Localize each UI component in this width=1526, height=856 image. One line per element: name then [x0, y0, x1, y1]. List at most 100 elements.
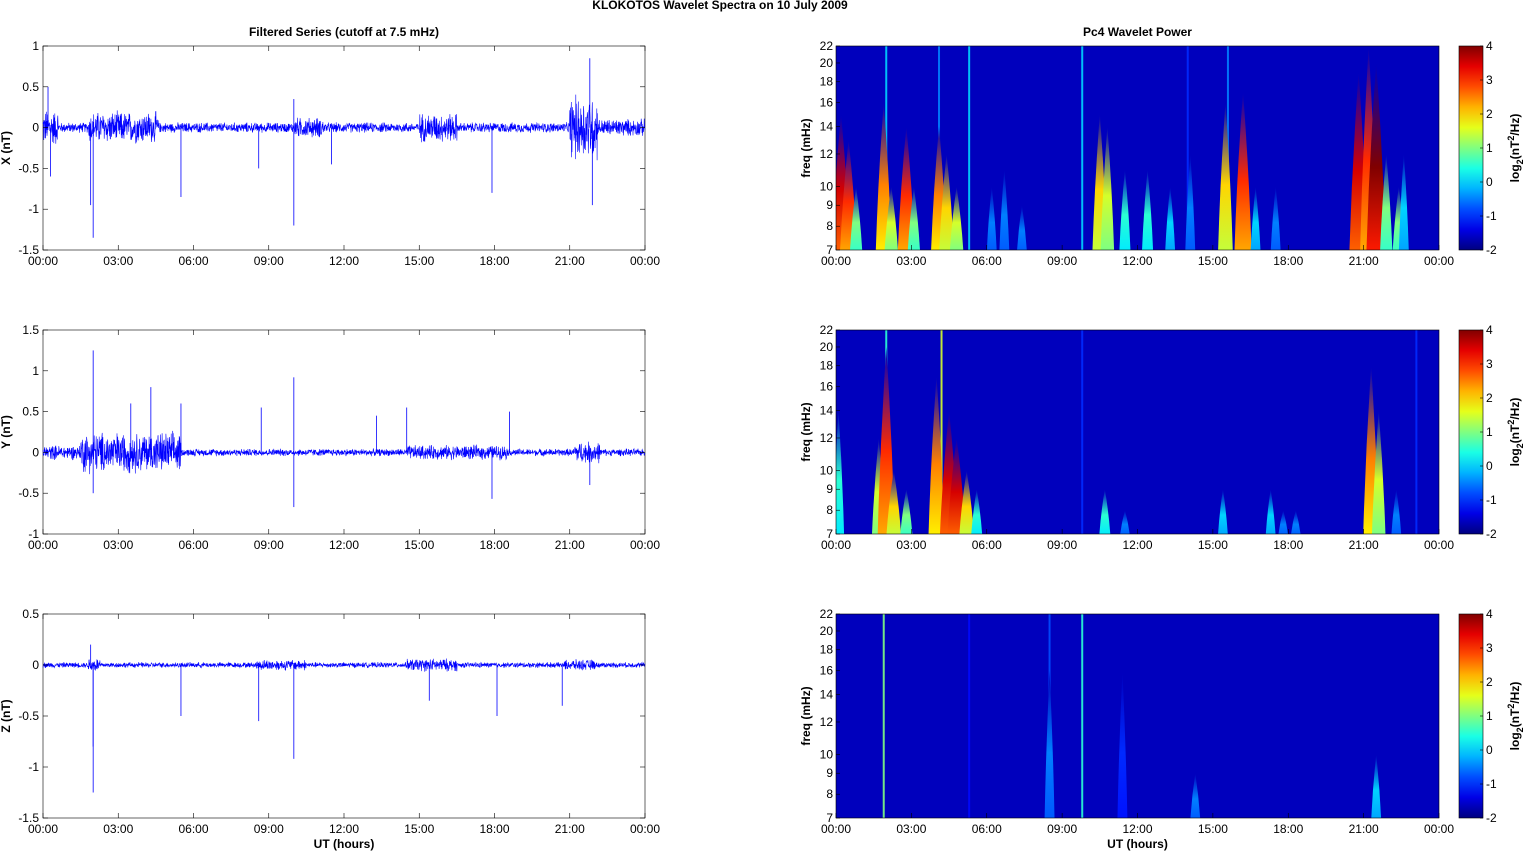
power-burst [1185, 153, 1196, 250]
power-burst [1278, 510, 1288, 534]
power-burst [1380, 153, 1393, 250]
colorbar-gradient [1458, 45, 1484, 251]
y-axis-label: freq (mHz) [799, 686, 813, 745]
x-tick-label: 09:00 [254, 822, 284, 836]
power-burst [971, 489, 983, 534]
power-burst [947, 437, 966, 534]
y-tick-label: 16 [820, 380, 834, 394]
y-tick-label: 14 [820, 404, 834, 418]
power-burst [1100, 126, 1115, 250]
x-tick-label: 00:00 [630, 254, 660, 268]
x-tick-label: 18:00 [479, 822, 509, 836]
colorbar-tick-label: 3 [1486, 641, 1493, 655]
colorbar-tick-label: 1 [1486, 425, 1493, 439]
x-tick-label: 00:00 [821, 822, 851, 836]
y-tick-label: 12 [820, 147, 834, 161]
y-tick-label: 18 [820, 75, 834, 89]
power-burst [1099, 489, 1111, 534]
x-tick-label: 06:00 [178, 538, 208, 552]
x-tick-label: 12:00 [1122, 538, 1152, 552]
y-tick-label: 1.5 [22, 323, 39, 337]
colorbar-tick-label: 4 [1486, 323, 1493, 337]
power-burst [1165, 186, 1176, 250]
x-tick-label: 03:00 [103, 254, 133, 268]
y-tick-label: 9 [826, 766, 833, 780]
y-tick-label: 14 [820, 120, 834, 134]
x-tick-label: 03:00 [896, 538, 926, 552]
x-tick-label: 09:00 [1047, 538, 1077, 552]
y-axis-label: freq (mHz) [799, 118, 813, 177]
series-line [42, 658, 646, 672]
y-tick-label: 7 [826, 811, 833, 825]
colorbar-tick-label: 0 [1486, 175, 1493, 189]
y-tick-label: 8 [826, 503, 833, 517]
power-burst [884, 186, 898, 250]
x-tick-label: 12:00 [329, 822, 359, 836]
power-burst [986, 186, 997, 250]
power-burst [1371, 410, 1386, 534]
x-axis-label: UT (hours) [1107, 837, 1168, 851]
y-tick-label: -1.5 [18, 811, 39, 825]
power-streak [1415, 330, 1418, 534]
power-burst [1120, 510, 1130, 534]
x-tick-label: 06:00 [178, 254, 208, 268]
x-tick-label: 00:00 [1424, 254, 1454, 268]
power-streak [968, 614, 971, 818]
colorbar-tick-label: 4 [1486, 39, 1493, 53]
power-streak [968, 46, 971, 250]
x-tick-label: 00:00 [821, 254, 851, 268]
y-tick-label: 0.5 [22, 405, 39, 419]
power-burst [1250, 186, 1261, 250]
colorbar-label: log2(nT2/Hz) [1506, 114, 1525, 183]
x-tick-label: 03:00 [896, 822, 926, 836]
x-tick-label: 21:00 [1349, 254, 1379, 268]
colorbar-tick-label: -1 [1486, 209, 1497, 223]
y-tick-label: -1 [28, 527, 39, 541]
y-tick-label: 1 [32, 39, 39, 53]
figure-title: KLOKOTOS Wavelet Spectra on 10 July 2009 [592, 0, 848, 12]
y-tick-label: 12 [820, 715, 834, 729]
x-tick-label: 21:00 [555, 538, 585, 552]
colorbar-tick-label: -1 [1486, 777, 1497, 791]
panel-title: Filtered Series (cutoff at 7.5 mHz) [249, 25, 439, 39]
x-tick-label: 15:00 [404, 254, 434, 268]
y-tick-label: 10 [820, 747, 834, 761]
colorbar-tick-label: 3 [1486, 357, 1493, 371]
x-tick-label: 18:00 [1273, 822, 1303, 836]
power-burst [1291, 510, 1301, 534]
power-burst [1142, 169, 1154, 250]
y-tick-label: 9 [826, 482, 833, 496]
x-tick-label: 03:00 [103, 538, 133, 552]
power-burst [877, 346, 895, 534]
x-tick-label: 12:00 [329, 254, 359, 268]
y-tick-label: -0.5 [18, 709, 39, 723]
power-marks [882, 614, 1382, 818]
x-tick-label: 15:00 [1198, 254, 1228, 268]
power-burst [1117, 670, 1128, 818]
x-tick-label: 12:00 [1122, 822, 1152, 836]
x-tick-label: 00:00 [28, 254, 58, 268]
y-tick-label: 16 [820, 664, 834, 678]
x-tick-label: 06:00 [972, 538, 1002, 552]
power-burst [1190, 773, 1201, 818]
spectrogram-background [836, 614, 1439, 818]
power-streak [940, 330, 943, 534]
plot-area [42, 45, 646, 251]
power-burst [959, 470, 974, 534]
y-tick-label: 18 [820, 359, 834, 373]
y-tick-label: 22 [820, 607, 834, 621]
power-streak [1081, 614, 1084, 818]
y-tick-label: 12 [820, 431, 834, 445]
y-tick-label: 0 [32, 445, 39, 459]
x-tick-label: 00:00 [28, 538, 58, 552]
x-axis-label: UT (hours) [314, 837, 375, 851]
series-line [42, 430, 646, 475]
x-tick-label: 00:00 [630, 538, 660, 552]
power-burst [1234, 91, 1252, 250]
colorbar: -2 -1 0 1 2 3 4 log2(nT2/Hz) [1458, 323, 1525, 541]
spectrogram-background [836, 330, 1439, 534]
colorbar-gradient [1458, 329, 1484, 535]
power-streak [1186, 46, 1189, 250]
x-tick-label: 15:00 [404, 538, 434, 552]
